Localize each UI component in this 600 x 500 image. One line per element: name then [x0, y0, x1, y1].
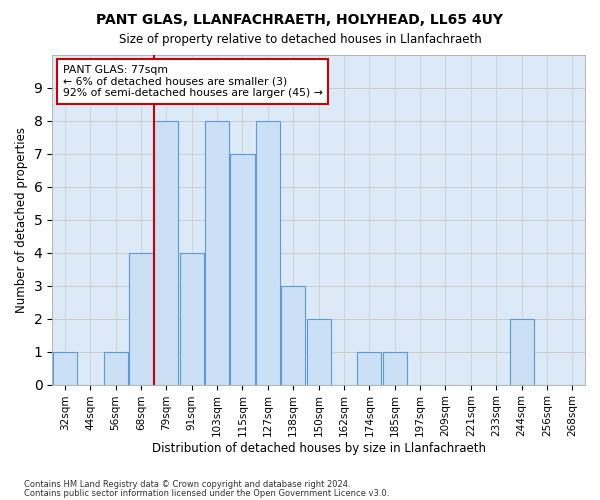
Bar [230, 154, 254, 384]
Bar [104, 352, 128, 384]
Y-axis label: Number of detached properties: Number of detached properties [15, 127, 28, 313]
Text: Contains HM Land Registry data © Crown copyright and database right 2024.: Contains HM Land Registry data © Crown c… [24, 480, 350, 489]
Text: PANT GLAS: 77sqm
← 6% of detached houses are smaller (3)
92% of semi-detached ho: PANT GLAS: 77sqm ← 6% of detached houses… [63, 65, 323, 98]
Bar [53, 352, 77, 384]
X-axis label: Distribution of detached houses by size in Llanfachraeth: Distribution of detached houses by size … [152, 442, 485, 455]
Bar [357, 352, 382, 384]
Bar [129, 253, 153, 384]
Bar [281, 286, 305, 384]
Bar [383, 352, 407, 384]
Text: Size of property relative to detached houses in Llanfachraeth: Size of property relative to detached ho… [119, 32, 481, 46]
Text: Contains public sector information licensed under the Open Government Licence v3: Contains public sector information licen… [24, 489, 389, 498]
Text: PANT GLAS, LLANFACHRAETH, HOLYHEAD, LL65 4UY: PANT GLAS, LLANFACHRAETH, HOLYHEAD, LL65… [97, 12, 503, 26]
Bar [179, 253, 204, 384]
Bar [154, 121, 178, 384]
Bar [509, 318, 533, 384]
Bar [256, 121, 280, 384]
Bar [307, 318, 331, 384]
Bar [205, 121, 229, 384]
